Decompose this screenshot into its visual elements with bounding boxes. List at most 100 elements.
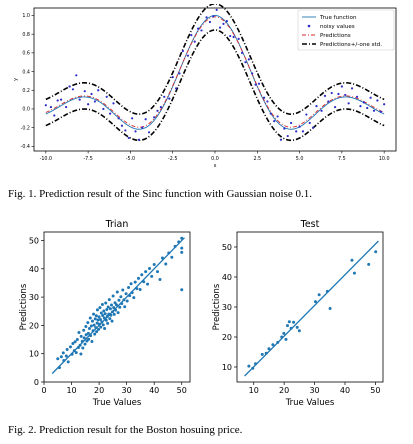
- y-tick-label: -0.2: [21, 125, 30, 131]
- noisy-point: [251, 72, 254, 75]
- x-tick-label: 50: [370, 386, 380, 395]
- noisy-point: [355, 95, 359, 98]
- noisy-point: [359, 105, 362, 108]
- noisy-point: [283, 127, 286, 130]
- x-tick-label: 50: [177, 386, 187, 395]
- noisy-point: [208, 20, 212, 24]
- scatter-point: [101, 323, 105, 327]
- scatter-point: [65, 347, 69, 351]
- chart-title: Trian: [105, 219, 129, 230]
- scatter-point: [103, 312, 107, 316]
- x-tick-label: 20: [279, 386, 289, 395]
- noisy-point: [330, 91, 333, 95]
- scatter-point: [92, 312, 96, 316]
- scatter-point: [164, 262, 168, 266]
- x-tick-label: -10.0: [40, 156, 52, 162]
- sinc-prediction-chart: -10.0 -7.5 -5.0 -2.5 0.0 2.5 5.0 7.5 10.0 -0.4 -0.…: [14, 4, 397, 169]
- scatter-point: [267, 347, 271, 351]
- scatter-point: [103, 327, 107, 331]
- scatter-point: [89, 324, 93, 328]
- scatter-point: [111, 294, 115, 298]
- plot-frame: [236, 231, 384, 383]
- scatter-point: [99, 325, 103, 329]
- scatter-point: [98, 306, 102, 310]
- scatter-point: [133, 280, 137, 284]
- noisy-point: [196, 27, 200, 30]
- noisy-point: [205, 16, 208, 19]
- scatter-point: [75, 338, 79, 342]
- noisy-point: [137, 138, 140, 141]
- noisy-point: [68, 85, 71, 88]
- scatter-point: [114, 303, 118, 307]
- scatter-point: [144, 270, 148, 274]
- scatter-point: [148, 267, 152, 271]
- y-tick-label: 1.0: [22, 13, 30, 19]
- noisy-point: [372, 109, 376, 112]
- noisy-point: [340, 85, 343, 88]
- scatter-point: [61, 351, 65, 355]
- scatter-point: [121, 288, 125, 292]
- x-tick-label: 2.5: [253, 156, 261, 162]
- noisy-point: [279, 138, 283, 141]
- noisy-point: [350, 87, 354, 90]
- scatter-point: [68, 345, 72, 349]
- scatter-point: [247, 364, 251, 368]
- legend-swatch: [307, 24, 311, 28]
- noisy-point: [127, 136, 130, 140]
- noisy-point: [327, 100, 330, 103]
- x-tick-label: -7.5: [83, 156, 92, 162]
- noisy-point: [97, 89, 100, 92]
- y-tick-label: 40: [29, 265, 39, 274]
- scatter-point: [116, 311, 120, 315]
- scatter-point: [88, 316, 92, 320]
- scatter-point: [96, 318, 100, 322]
- noisy-point: [131, 117, 134, 120]
- noisy-point: [105, 95, 108, 98]
- scatter-point: [287, 320, 291, 324]
- noisy-point: [200, 29, 203, 32]
- noisy-point: [379, 110, 382, 113]
- scatter-point: [295, 325, 299, 329]
- noisy-point: [71, 88, 75, 91]
- scatter-point: [170, 255, 174, 259]
- scatter-point: [81, 346, 85, 350]
- scatter-point: [92, 323, 96, 327]
- noisy-point: [276, 115, 279, 118]
- scatter-point: [87, 337, 91, 341]
- scatter-point: [297, 329, 301, 333]
- scatter-point: [108, 307, 112, 311]
- noisy-point: [109, 112, 112, 115]
- scatter-point: [101, 313, 105, 317]
- x-tick-label: 30: [309, 386, 319, 395]
- noisy-point: [286, 134, 289, 138]
- scatter-point: [285, 324, 289, 328]
- scatter-point: [84, 325, 88, 329]
- noisy-point: [75, 74, 78, 77]
- train-scatter-chart: Trian 0 10 20 30 40 50 0 10 20 30 40 50 True Values Pr…: [19, 219, 191, 408]
- noisy-point: [181, 49, 184, 53]
- scatter-point: [77, 330, 81, 334]
- noisy-point: [237, 37, 240, 40]
- noisy-point: [323, 94, 327, 97]
- x-tick-label: 0.0: [211, 156, 219, 162]
- scatter-point: [292, 320, 296, 324]
- legend-label: noisy values: [320, 24, 355, 30]
- noisy-point: [232, 35, 235, 39]
- noisy-point: [266, 100, 269, 103]
- scatter-point: [84, 333, 88, 337]
- noisy-point: [53, 114, 56, 117]
- figure-1-caption: Fig. 1. Prediction result of the Sinc fu…: [8, 188, 312, 200]
- noisy-point: [153, 116, 156, 119]
- scatter-point: [129, 282, 133, 286]
- noisy-point: [320, 109, 323, 112]
- noisy-point: [212, 15, 215, 18]
- noisy-point: [59, 98, 63, 101]
- legend-label: Predictions: [320, 33, 351, 39]
- y-tick-label: 10: [29, 350, 39, 359]
- x-tick-label: 40: [149, 386, 159, 395]
- noisy-point: [49, 105, 53, 109]
- scatter-point: [82, 328, 86, 332]
- scatter-point: [150, 274, 154, 278]
- scatter-point: [102, 309, 106, 313]
- scatter-point: [95, 330, 99, 334]
